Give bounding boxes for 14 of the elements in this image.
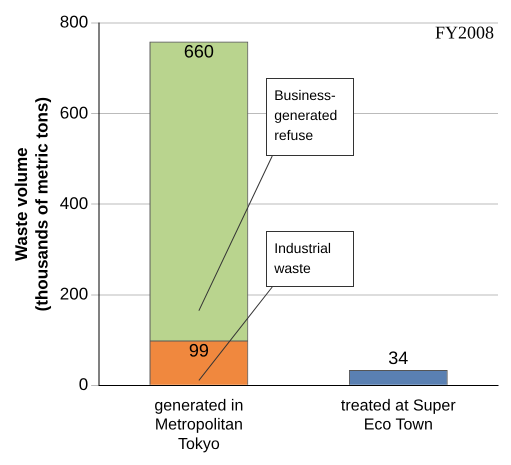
y-tick-label: 0 <box>78 375 88 394</box>
annotation: FY2008 <box>434 22 494 43</box>
x-tick-label: treated at Super Eco Town <box>340 397 456 434</box>
y-tick-label: 600 <box>60 103 88 122</box>
y-tick-label: 800 <box>60 12 88 32</box>
y-tick-label: 200 <box>60 284 88 304</box>
y-tick-label: 400 <box>60 194 88 213</box>
y-axis-title: Waste volume (thousands of metric tons) <box>12 96 52 312</box>
data-label: 34 <box>388 348 408 368</box>
data-label: 99 <box>188 340 209 361</box>
data-label: 660 <box>184 42 214 62</box>
x-tick-label: generated in Metropolitan Tokyo <box>154 397 244 453</box>
series-label: Business-generated refuse <box>274 86 338 145</box>
text: Industrial waste <box>274 239 332 278</box>
